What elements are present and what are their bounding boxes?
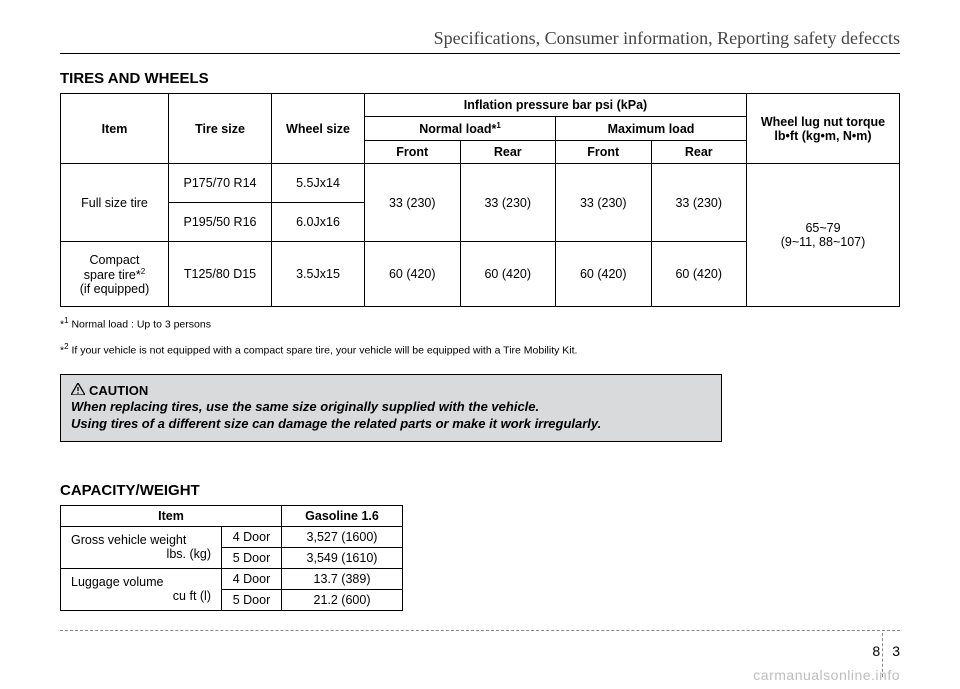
th-ml-rear: Rear — [651, 141, 747, 164]
footnote-2: *2 If your vehicle is not equipped with … — [60, 341, 900, 359]
th-max-load: Maximum load — [556, 117, 747, 141]
caution-line2: Using tires of a different size can dama… — [71, 416, 601, 431]
th-tire-size: Tire size — [169, 94, 272, 164]
caution-head-text: CAUTION — [89, 383, 148, 398]
th-item: Item — [61, 94, 169, 164]
cell-wheel-size-1: 3.5Jx15 — [272, 242, 365, 307]
cell-tire-size-b: P195/50 R16 — [169, 203, 272, 242]
capacity-section-title: CAPACITY/WEIGHT — [60, 482, 900, 499]
page-header-title: Specifications, Consumer information, Re… — [60, 28, 900, 53]
cap-row0-val2: 3,549 (1610) — [282, 547, 403, 568]
cap-row0-sub2: 5 Door — [222, 547, 282, 568]
footer-dashed-h — [60, 630, 900, 631]
cell-full-size-item: Full size tire — [61, 164, 169, 242]
tires-section-title: TIRES AND WHEELS — [60, 70, 900, 87]
cell-wheel-size-b: 6.0Jx16 — [272, 203, 365, 242]
th-nl-front: Front — [365, 141, 461, 164]
header-rule — [60, 53, 900, 54]
th-inflation: Inflation pressure bar psi (kPa) — [365, 94, 747, 117]
cell-tire-size-a: P175/70 R14 — [169, 164, 272, 203]
cap-row1-val1: 13.7 (389) — [282, 568, 403, 589]
capacity-table: Item Gasoline 1.6 Gross vehicle weight l… — [60, 505, 403, 611]
caution-line1: When replacing tires, use the same size … — [71, 399, 539, 414]
cap-row0-val1: 3,527 (1600) — [282, 526, 403, 547]
caution-box: CAUTION When replacing tires, use the sa… — [60, 374, 722, 442]
cell-ml-rear-0: 33 (230) — [651, 164, 747, 242]
cell-nl-front-1: 60 (420) — [365, 242, 461, 307]
cap-row0-label: Gross vehicle weight lbs. (kg) — [61, 526, 222, 568]
cap-th-engine: Gasoline 1.6 — [282, 505, 403, 526]
watermark: carmanualsonline.info — [753, 667, 900, 683]
th-normal-load: Normal load*1 — [365, 117, 556, 141]
cap-row1-val2: 21.2 (600) — [282, 589, 403, 610]
th-torque: Wheel lug nut torque lb•ft (kg•m, N•m) — [747, 94, 900, 164]
th-ml-front: Front — [556, 141, 652, 164]
cell-nl-rear-1: 60 (420) — [460, 242, 556, 307]
th-wheel-size: Wheel size — [272, 94, 365, 164]
warning-icon — [71, 383, 85, 398]
tires-table: Item Tire size Wheel size Inflation pres… — [60, 93, 900, 307]
cap-row1-sub2: 5 Door — [222, 589, 282, 610]
cell-tire-size-1: T125/80 D15 — [169, 242, 272, 307]
footnote-1: *1 Normal load : Up to 3 persons — [60, 315, 900, 333]
cell-nl-rear-0: 33 (230) — [460, 164, 556, 242]
cap-row1-sub1: 4 Door — [222, 568, 282, 589]
cell-torque: 65~79 (9~11, 88~107) — [747, 164, 900, 307]
cap-th-item: Item — [61, 505, 282, 526]
cell-ml-front-0: 33 (230) — [556, 164, 652, 242]
cell-compact-item: Compact spare tire*2 (if equipped) — [61, 242, 169, 307]
cap-row1-label: Luggage volume cu ft (l) — [61, 568, 222, 610]
page-number: 83 — [872, 643, 900, 659]
cell-ml-front-1: 60 (420) — [556, 242, 652, 307]
th-nl-rear: Rear — [460, 141, 556, 164]
cap-row0-sub1: 4 Door — [222, 526, 282, 547]
cell-wheel-size-a: 5.5Jx14 — [272, 164, 365, 203]
cell-ml-rear-1: 60 (420) — [651, 242, 747, 307]
cell-nl-front-0: 33 (230) — [365, 164, 461, 242]
